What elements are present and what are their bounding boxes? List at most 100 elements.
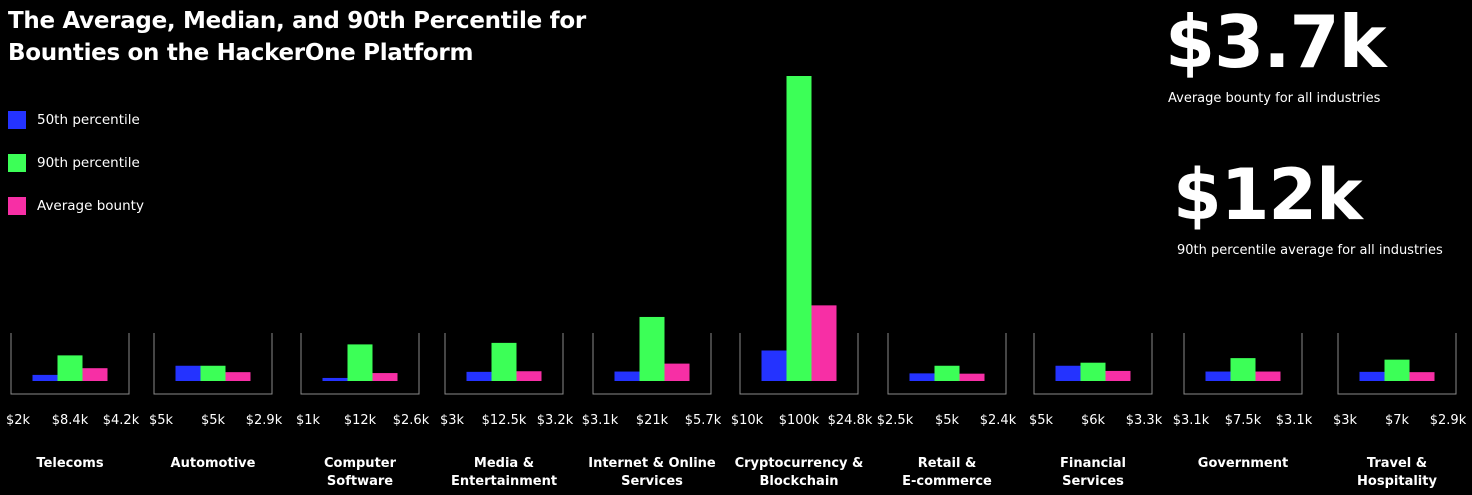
bar-8-1: [1230, 358, 1256, 381]
category-label-3-1: Entertainment: [451, 474, 557, 489]
bar-8-2: [1255, 371, 1281, 381]
category-label-0-0: Telecoms: [36, 456, 103, 471]
bar-8-0: [1205, 371, 1231, 381]
panel-frame-8: [1183, 333, 1303, 395]
stat-average-caption: Average bounty for all industries: [1168, 91, 1381, 106]
bar-1-1: [200, 365, 226, 381]
bar-5-1: [786, 76, 812, 381]
value-label-7-2: $3.3k: [1126, 413, 1163, 428]
bar-0-0: [32, 374, 58, 381]
bar-4-0: [614, 371, 640, 381]
category-label-2-0: Computer: [324, 456, 397, 471]
bar-7-0: [1055, 365, 1081, 381]
bar-5-0: [761, 350, 787, 381]
bar-9-2: [1409, 372, 1435, 381]
legend-item-50th: 50th percentile: [8, 110, 140, 130]
value-label-0-0: $2k: [6, 413, 31, 428]
value-label-6-0: $2.5k: [877, 413, 914, 428]
legend-label-50th: 50th percentile: [37, 112, 140, 128]
value-label-7-1: $6k: [1081, 413, 1106, 428]
stat-90th-value: $12k: [1173, 154, 1363, 236]
category-label-6-1: E-commerce: [902, 474, 992, 489]
panel-frame-0: [10, 333, 130, 395]
value-label-1-2: $2.9k: [246, 413, 283, 428]
bar-4-1: [639, 316, 665, 381]
bar-2-1: [347, 344, 373, 381]
panel-frame-4: [592, 333, 712, 395]
bar-7-1: [1080, 362, 1106, 381]
value-label-6-2: $2.4k: [980, 413, 1017, 428]
bar-5-2: [811, 305, 837, 381]
chart-title-line-2: Bounties on the HackerOne Platform: [8, 40, 474, 66]
value-label-2-1: $12k: [344, 413, 377, 428]
value-label-4-0: $3.1k: [582, 413, 619, 428]
bar-6-2: [959, 373, 985, 381]
category-label-4-0: Internet & Online: [588, 456, 716, 471]
value-label-1-0: $5k: [149, 413, 174, 428]
bar-3-1: [491, 342, 517, 381]
bar-0-1: [57, 355, 83, 381]
value-label-6-1: $5k: [935, 413, 960, 428]
category-label-7-1: Services: [1062, 474, 1124, 489]
value-label-9-2: $2.9k: [1430, 413, 1467, 428]
bar-6-1: [934, 365, 960, 381]
value-label-4-2: $5.7k: [685, 413, 722, 428]
category-label-7-0: Financial: [1060, 456, 1126, 471]
value-label-9-1: $7k: [1385, 413, 1410, 428]
value-label-8-1: $7.5k: [1225, 413, 1262, 428]
value-label-9-0: $3k: [1333, 413, 1358, 428]
bar-2-0: [322, 377, 348, 381]
category-label-9-0: Travel &: [1367, 456, 1427, 471]
legend-label-average: Average bounty: [37, 198, 144, 214]
bar-4-2: [664, 363, 690, 381]
chart-title: The Average, Median, and 90th Percentile…: [8, 5, 628, 69]
legend-item-average: Average bounty: [8, 196, 144, 216]
bar-6-0: [909, 373, 935, 381]
legend-swatch-90th: [8, 154, 26, 172]
value-label-3-2: $3.2k: [537, 413, 574, 428]
chart-title-line-1: The Average, Median, and 90th Percentile…: [8, 8, 586, 34]
bar-3-0: [466, 371, 492, 381]
value-label-5-0: $10k: [731, 413, 764, 428]
category-label-1-0: Automotive: [171, 456, 256, 471]
stat-90th-caption: 90th percentile average for all industri…: [1177, 243, 1443, 258]
panel-frame-3: [444, 333, 564, 395]
category-label-4-1: Services: [621, 474, 683, 489]
bar-7-2: [1105, 370, 1131, 381]
bar-0-2: [82, 368, 108, 381]
panel-frame-5: [739, 333, 859, 395]
category-label-8-0: Government: [1198, 456, 1288, 471]
value-label-1-1: $5k: [201, 413, 226, 428]
category-label-2-1: Software: [327, 474, 393, 489]
bar-9-1: [1384, 359, 1410, 381]
bar-1-2: [225, 372, 251, 381]
bar-1-0: [175, 365, 201, 381]
value-label-5-1: $100k: [779, 413, 820, 428]
panel-frame-2: [300, 333, 420, 395]
bar-3-2: [516, 371, 542, 381]
category-label-6-0: Retail &: [918, 456, 977, 471]
category-label-3-0: Media &: [474, 456, 534, 471]
category-label-9-1: Hospitality: [1357, 474, 1437, 489]
panel-frame-1: [153, 333, 273, 395]
value-label-5-2: $24.8k: [828, 413, 873, 428]
panel-frame-9: [1337, 333, 1457, 395]
value-label-0-1: $8.4k: [52, 413, 89, 428]
category-label-5-1: Blockchain: [759, 474, 838, 489]
value-label-7-0: $5k: [1029, 413, 1054, 428]
legend-swatch-50th: [8, 111, 26, 129]
category-label-5-0: Cryptocurrency &: [735, 456, 864, 471]
value-label-4-1: $21k: [636, 413, 669, 428]
value-label-2-2: $2.6k: [393, 413, 430, 428]
value-label-3-1: $12.5k: [482, 413, 527, 428]
value-label-3-0: $3k: [440, 413, 465, 428]
value-label-8-2: $3.1k: [1276, 413, 1313, 428]
bar-9-0: [1359, 371, 1385, 381]
legend-label-90th: 90th percentile: [37, 155, 140, 171]
value-label-0-2: $4.2k: [103, 413, 140, 428]
legend-swatch-average: [8, 197, 26, 215]
value-label-2-0: $1k: [296, 413, 321, 428]
stat-average-value: $3.7k: [1165, 0, 1387, 84]
value-label-8-0: $3.1k: [1173, 413, 1210, 428]
